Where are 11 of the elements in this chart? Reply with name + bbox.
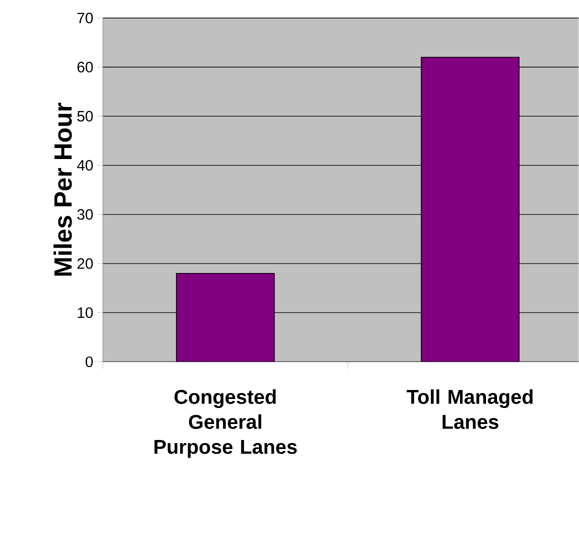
y-tick-label: 30 <box>77 209 93 220</box>
y-axis-title: Miles Per Hour <box>54 102 72 276</box>
y-tick-label: 10 <box>78 308 93 318</box>
y-tick-label: 60 <box>78 62 93 73</box>
y-tick-label: 70 <box>78 12 93 24</box>
y-tick-label: 50 <box>77 111 93 122</box>
y-tick-label: 0 <box>86 356 93 368</box>
x-tick-label: Toll Managed Lanes <box>406 389 533 430</box>
y-tick-label: 20 <box>77 258 93 270</box>
x-tick-label: Congested General Purpose Lanes <box>154 389 297 458</box>
y-tick-label: 40 <box>77 160 93 171</box>
